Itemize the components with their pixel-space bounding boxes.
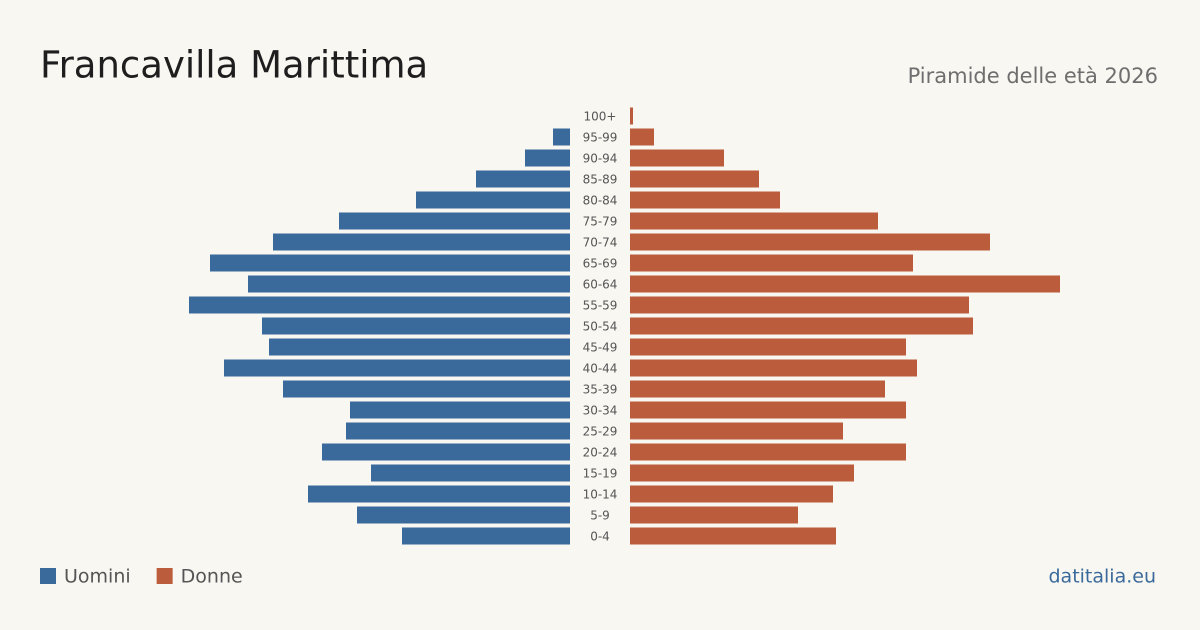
legend-label: Donne bbox=[181, 566, 243, 588]
age-label: 65-69 bbox=[583, 257, 618, 271]
bar bbox=[322, 443, 570, 461]
bar bbox=[630, 380, 885, 398]
chart-subtitle: Piramide delle età 2026 bbox=[908, 64, 1158, 88]
age-label: 75-79 bbox=[583, 215, 618, 229]
age-label: 5-9 bbox=[590, 509, 610, 523]
bar bbox=[476, 170, 570, 188]
bar bbox=[630, 506, 798, 524]
legend-label: Uomini bbox=[64, 566, 131, 588]
bar bbox=[630, 254, 913, 272]
bar bbox=[630, 527, 836, 545]
age-label: 45-49 bbox=[583, 341, 618, 355]
age-label: 15-19 bbox=[583, 467, 618, 481]
bar bbox=[630, 128, 654, 146]
bar bbox=[210, 254, 570, 272]
bar bbox=[273, 233, 570, 251]
bar bbox=[630, 317, 973, 335]
bar bbox=[525, 149, 570, 167]
age-label: 0-4 bbox=[590, 530, 610, 544]
bar bbox=[189, 296, 570, 314]
bar bbox=[371, 464, 570, 482]
bar bbox=[630, 338, 906, 356]
bar bbox=[308, 485, 570, 503]
bar bbox=[630, 296, 969, 314]
legend-swatch bbox=[40, 568, 56, 584]
age-label: 30-34 bbox=[583, 404, 618, 418]
age-label: 60-64 bbox=[583, 278, 618, 292]
bar bbox=[630, 359, 917, 377]
bar bbox=[630, 107, 633, 125]
chart-title: Francavilla Marittima bbox=[40, 44, 428, 87]
age-label: 90-94 bbox=[583, 152, 618, 166]
age-label: 70-74 bbox=[583, 236, 618, 250]
age-label: 25-29 bbox=[583, 425, 618, 439]
bar bbox=[346, 422, 570, 440]
age-label: 80-84 bbox=[583, 194, 618, 208]
age-label: 35-39 bbox=[583, 383, 618, 397]
bar bbox=[416, 191, 570, 209]
bar bbox=[630, 464, 854, 482]
age-label: 20-24 bbox=[583, 446, 618, 460]
bar bbox=[269, 338, 570, 356]
age-label: 40-44 bbox=[583, 362, 618, 376]
bar bbox=[630, 401, 906, 419]
age-label: 85-89 bbox=[583, 173, 618, 187]
bar bbox=[630, 170, 759, 188]
bar bbox=[224, 359, 570, 377]
age-label: 55-59 bbox=[583, 299, 618, 313]
bar bbox=[357, 506, 570, 524]
bar bbox=[350, 401, 570, 419]
bar bbox=[262, 317, 570, 335]
bar bbox=[553, 128, 570, 146]
bar bbox=[630, 275, 1060, 293]
bar bbox=[339, 212, 570, 230]
bar bbox=[630, 485, 833, 503]
bar bbox=[630, 212, 878, 230]
bar bbox=[630, 443, 906, 461]
bar bbox=[630, 149, 724, 167]
bar bbox=[283, 380, 570, 398]
bar bbox=[630, 191, 780, 209]
bar bbox=[248, 275, 570, 293]
legend-swatch bbox=[156, 568, 173, 584]
source: datitalia.eu bbox=[1049, 566, 1157, 588]
age-label: 10-14 bbox=[583, 488, 618, 502]
age-label: 95-99 bbox=[583, 131, 618, 145]
bar bbox=[630, 233, 990, 251]
age-label: 50-54 bbox=[583, 320, 618, 334]
bar bbox=[402, 527, 570, 545]
age-label: 100+ bbox=[584, 110, 617, 124]
bar bbox=[630, 422, 843, 440]
